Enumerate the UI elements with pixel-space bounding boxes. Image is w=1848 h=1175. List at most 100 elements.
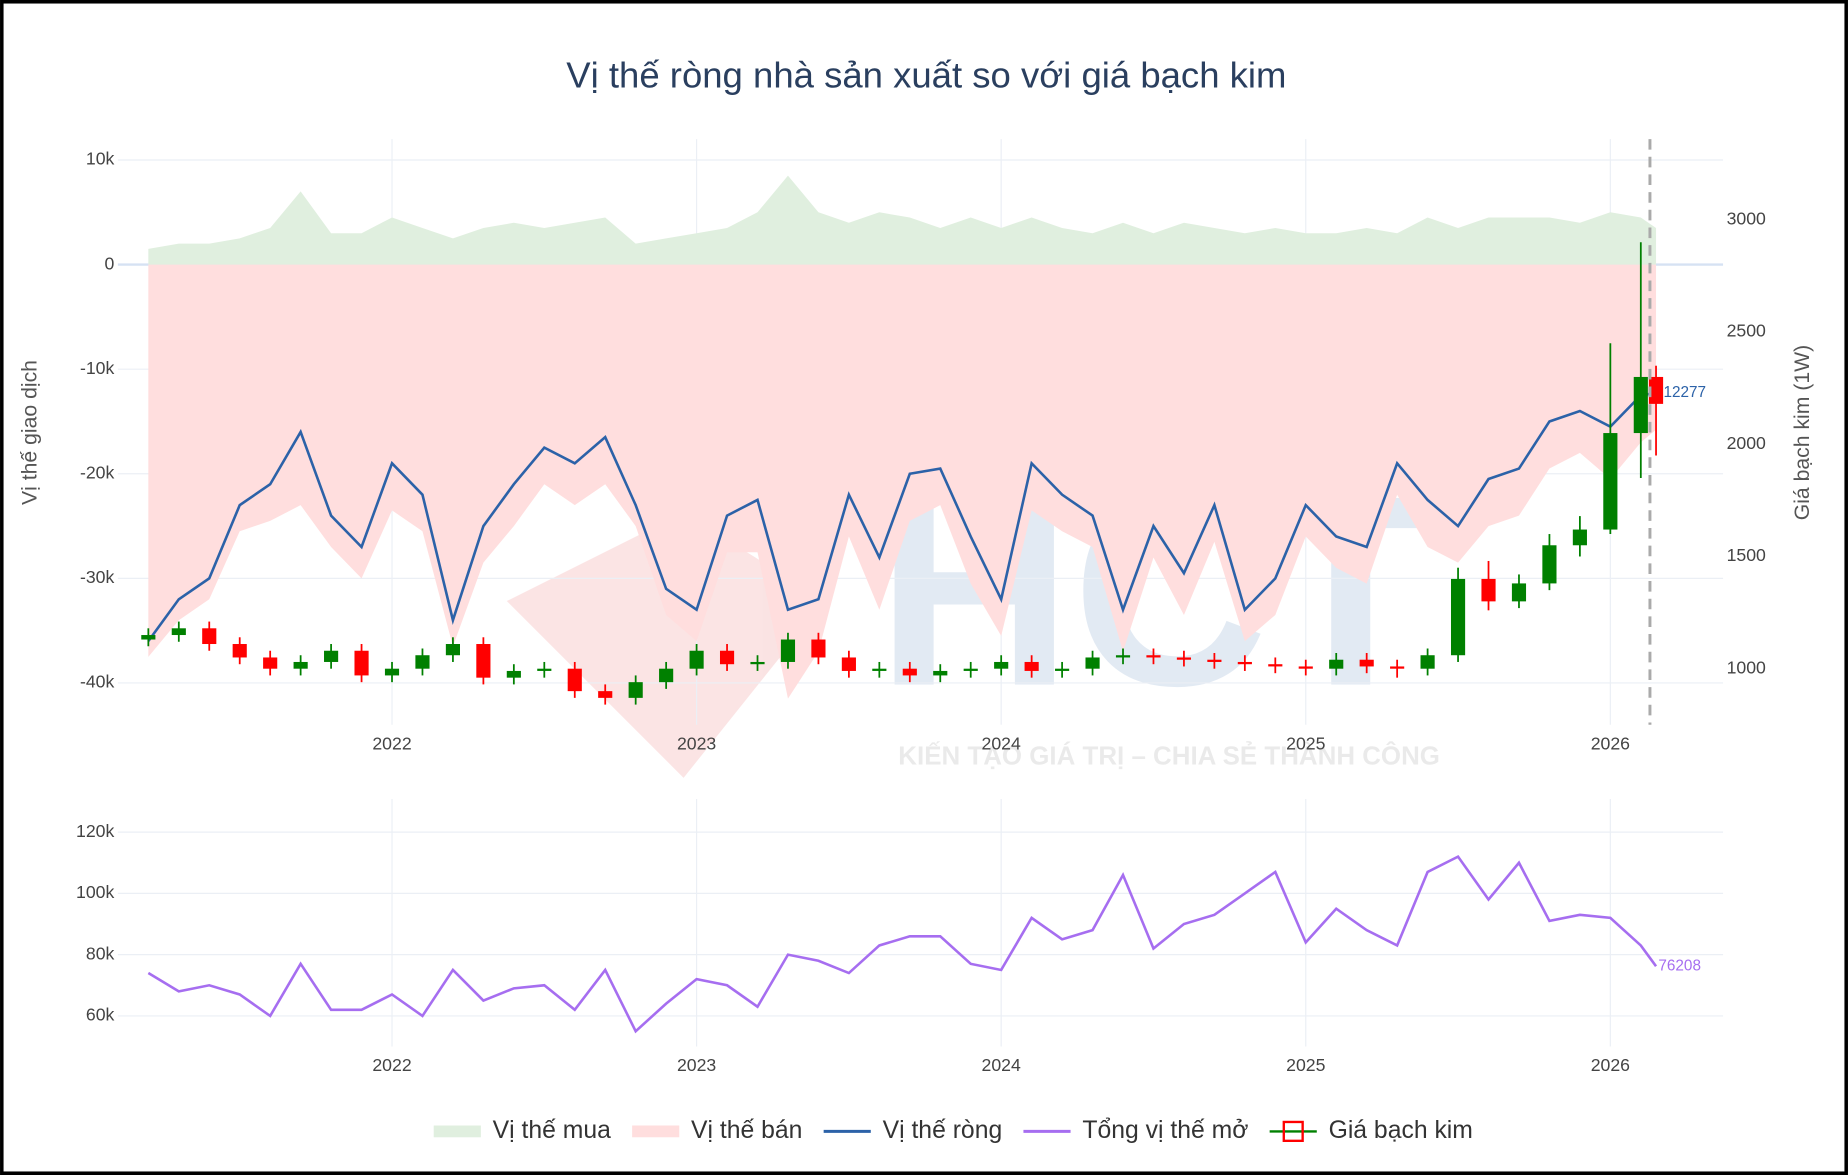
candle-body [933, 670, 948, 676]
candle-body [1329, 659, 1344, 669]
candle-body [1572, 529, 1587, 546]
y-tick-label: 80k [86, 943, 115, 963]
candle-body [1055, 668, 1070, 671]
candle-body [689, 650, 704, 669]
candle-body [1420, 655, 1435, 669]
candle-body [1603, 433, 1618, 530]
y-tick-label: -30k [80, 567, 115, 587]
y-tick-label: 10k [86, 149, 115, 169]
y2-tick-label: 1500 [1727, 545, 1766, 565]
candle-body [567, 668, 582, 692]
candle-body [811, 639, 826, 658]
legend-label: Vị thế bán [691, 1117, 802, 1144]
candle-body [780, 639, 796, 662]
x-tick-label: 2025 [1286, 1055, 1325, 1075]
area [148, 264, 1657, 699]
candle-body [1024, 661, 1039, 671]
candle-body [506, 670, 521, 678]
end-label: -12277 [1658, 384, 1706, 401]
x-tick-label: 2024 [982, 734, 1021, 754]
y2-axis-title: Giá bạch kim (1W) [1791, 345, 1814, 521]
legend-item: Tổng vị thế mở [1023, 1117, 1248, 1144]
y2-tick-label: 3000 [1727, 209, 1766, 229]
candle-body [750, 661, 765, 665]
candle-body [1176, 657, 1192, 660]
candle-body [1511, 583, 1527, 602]
line [147, 391, 1657, 642]
candle-body [719, 650, 735, 665]
candle-body [384, 668, 400, 676]
x-tick-label: 2022 [372, 734, 411, 754]
candle-body [445, 644, 460, 656]
y-tick-label: -40k [80, 672, 115, 692]
legend-item: Vị thế mua [433, 1117, 611, 1144]
x-tick-label: 2024 [982, 1055, 1021, 1075]
candle-body [1268, 664, 1283, 667]
candle-body [659, 668, 674, 683]
candle-body [476, 644, 491, 678]
y2-tick-label: 2500 [1727, 321, 1766, 341]
x-tick-label: 2023 [677, 734, 716, 754]
end-label: 76208 [1658, 957, 1701, 974]
candle-body [1390, 666, 1405, 669]
candle-body [963, 668, 978, 671]
y-tick-label: 60k [86, 1005, 115, 1025]
legend-item: Vị thế bán [632, 1117, 802, 1144]
candle-body [324, 650, 339, 662]
y2-tick-label: 1000 [1727, 657, 1766, 677]
area [148, 175, 1657, 265]
legend-label: Vị thế mua [493, 1117, 611, 1144]
legend-item: Giá bạch kim [1269, 1117, 1473, 1144]
line [147, 854, 1658, 1034]
candle-body [1648, 376, 1664, 404]
y2-tick-label: 2000 [1727, 433, 1766, 453]
x-tick-label: 2025 [1286, 734, 1325, 754]
candle-body [1450, 578, 1466, 656]
y-tick-label: 0 [105, 253, 115, 273]
candle-body [232, 644, 247, 658]
legend-item: Vị thế ròng [823, 1117, 1003, 1144]
watermark-slogan: KIẾN TẠO GIÁ TRỊ – CHIA SẺ THÀNH CÔNG [898, 741, 1440, 771]
legend-swatch [433, 1125, 481, 1138]
candle-body [202, 628, 217, 645]
candle-body [1237, 661, 1252, 665]
candle-body [1633, 376, 1648, 434]
candle-body [1481, 578, 1496, 602]
x-tick-label: 2026 [1591, 734, 1630, 754]
candle-body [171, 628, 186, 636]
candle-body [293, 661, 308, 669]
chart-title: Vị thế ròng nhà sản xuất so với giá bạch… [566, 54, 1286, 95]
x-tick-label: 2022 [372, 1055, 411, 1075]
candle-body [902, 668, 917, 676]
candle-body [1542, 545, 1557, 584]
candle-body [415, 655, 430, 669]
legend-swatch [632, 1125, 680, 1138]
y-tick-label: -10k [80, 358, 115, 378]
legend-swatch [1282, 1120, 1304, 1143]
legend-label: Tổng vị thế mở [1082, 1117, 1248, 1144]
candle-body [1298, 666, 1313, 669]
candle-body [1085, 657, 1100, 669]
candle-body [1207, 659, 1222, 662]
candle-body [263, 657, 278, 669]
candle-body [1359, 659, 1374, 667]
candle-body [537, 668, 552, 671]
candle-body [354, 650, 369, 676]
x-tick-label: 2023 [677, 1055, 716, 1075]
x-tick-label: 2026 [1591, 1055, 1630, 1075]
candle-body [1146, 655, 1161, 658]
candle-body [598, 691, 613, 698]
y-tick-label: -20k [80, 462, 115, 482]
y-tick-label: 120k [76, 821, 114, 841]
y-axis-title: Vị thế giao dịch [18, 360, 41, 505]
candle-body [628, 682, 643, 698]
legend-label: Giá bạch kim [1329, 1117, 1473, 1144]
candle-body [994, 661, 1009, 669]
y-tick-label: 100k [76, 882, 114, 902]
candle-body [141, 635, 156, 640]
candle-body [872, 668, 887, 671]
candle-body [841, 657, 856, 671]
candle-body [1115, 655, 1131, 658]
legend-label: Vị thế ròng [883, 1117, 1003, 1144]
